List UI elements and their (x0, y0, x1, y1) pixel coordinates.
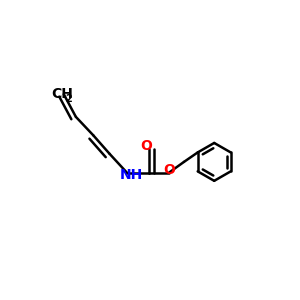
Text: 2: 2 (65, 94, 72, 104)
Text: O: O (140, 140, 152, 153)
Text: CH: CH (52, 87, 73, 101)
Text: NH: NH (119, 168, 142, 182)
Text: O: O (163, 163, 175, 177)
